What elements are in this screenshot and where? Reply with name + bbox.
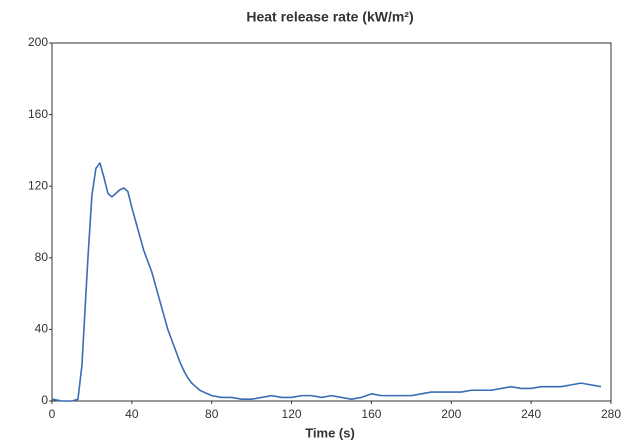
y-tick-label: 0 [41, 393, 48, 407]
y-tick-label: 40 [35, 322, 49, 336]
x-tick-label: 120 [282, 407, 302, 421]
y-tick-label: 200 [28, 35, 48, 49]
plot-frame [51, 42, 612, 402]
x-tick-label: 160 [361, 407, 381, 421]
x-tick-label: 240 [521, 407, 541, 421]
y-tick-label: 120 [28, 178, 48, 192]
y-tick-label: 160 [28, 107, 48, 121]
chart-title: Heat release rate (kW/m²) [246, 9, 413, 25]
x-tick-label: 280 [601, 407, 621, 421]
x-tick-label: 0 [49, 407, 56, 421]
x-tick-label: 200 [441, 407, 461, 421]
x-axis-label: Time (s) [305, 425, 355, 440]
y-tick-label: 80 [35, 250, 49, 264]
data-line [51, 162, 602, 402]
x-tick-label: 40 [125, 407, 139, 421]
x-tick-label: 80 [205, 407, 219, 421]
